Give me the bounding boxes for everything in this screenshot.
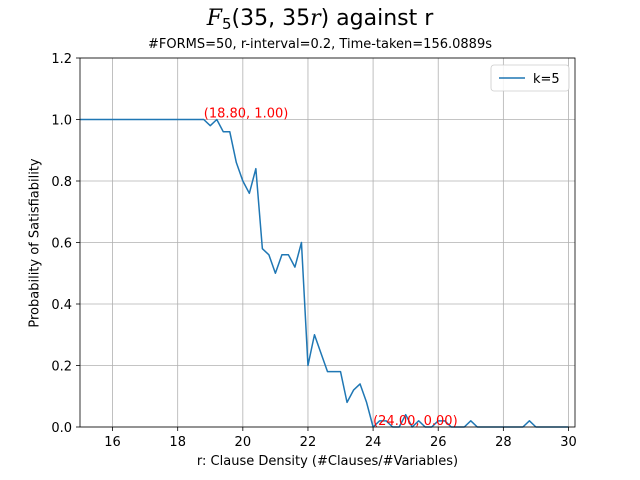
y-tick-label: 0.8 (51, 175, 72, 190)
y-tick-label: 0.2 (51, 360, 72, 375)
data-annotation: (18.80, 1.00) (204, 107, 289, 122)
series-line-k5 (80, 118, 569, 428)
x-tick-label: 30 (560, 435, 577, 450)
y-tick-label: 1.2 (51, 52, 72, 67)
x-tick-label: 26 (430, 435, 447, 450)
x-axis-label: r: Clause Density (#Clauses/#Variables) (196, 454, 459, 469)
title-arguments: (35, 35 (231, 6, 311, 31)
x-tick-label: 28 (495, 435, 512, 450)
y-tick-label: 0.6 (51, 237, 72, 252)
title-subscript: 5 (221, 15, 232, 33)
chart-title: F5(35, 35r) against r (0, 6, 640, 33)
y-axis-label: Probability of Satisfiability (27, 158, 43, 328)
x-tick-label: 20 (235, 435, 252, 450)
title-suffix: ) against r (320, 6, 434, 31)
chart-subtitle: #FORMS=50, r-interval=0.2, Time-taken=15… (148, 37, 492, 52)
title-variable: r (310, 6, 321, 31)
legend-label: k=5 (533, 72, 560, 87)
y-tick-label: 1.0 (51, 114, 72, 129)
legend-box (490, 64, 570, 92)
data-annotation: (24.00, 0.00) (373, 414, 458, 429)
y-tick-label: 0.4 (51, 298, 72, 313)
x-tick-label: 16 (104, 435, 121, 450)
y-tick-label: 0.0 (51, 421, 72, 436)
x-tick-label: 18 (169, 435, 186, 450)
title-function-symbol: F (206, 6, 222, 31)
x-tick-label: 22 (300, 435, 317, 450)
x-tick-label: 24 (365, 435, 382, 450)
